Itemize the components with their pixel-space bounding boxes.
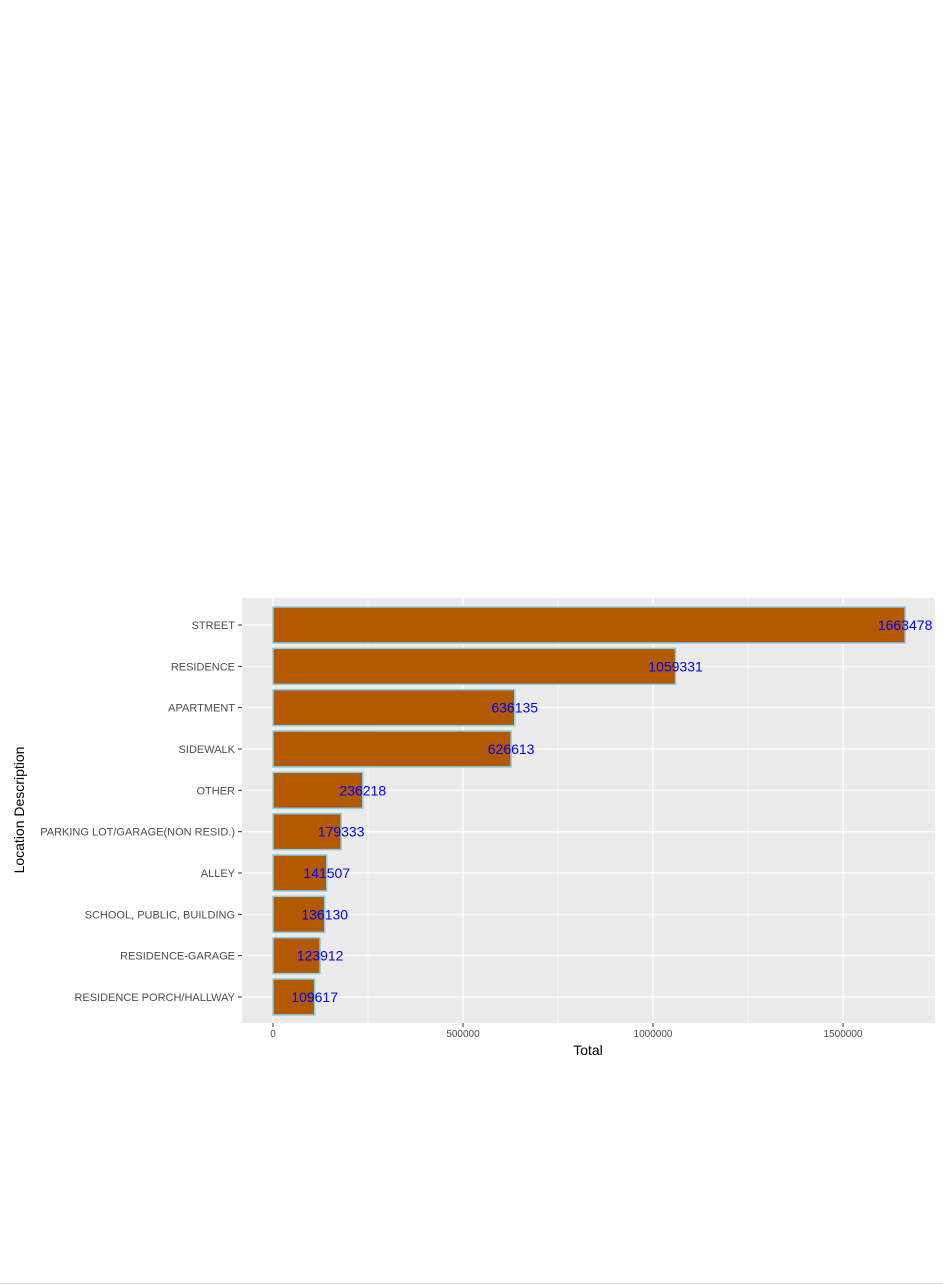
bar (272, 812, 342, 851)
x-axis: 0 500000 1000000 1500000 (270, 1023, 863, 1040)
bar-value-label: 123912 (297, 948, 344, 964)
bar (272, 606, 906, 644)
bar-value-label: 109617 (291, 989, 338, 1005)
y-tick-label: RESIDENCE (171, 661, 235, 673)
bar (272, 771, 364, 810)
x-tick-label: 1000000 (634, 1029, 673, 1040)
bar (272, 895, 326, 934)
y-tick-label: OTHER (197, 785, 236, 797)
x-tick-label: 1500000 (824, 1029, 863, 1040)
x-tick-label: 500000 (446, 1029, 480, 1040)
y-tick-label: SIDEWALK (179, 744, 236, 756)
x-tick-label: 0 (270, 1029, 276, 1040)
y-tick-label: APARTMENT (168, 703, 235, 715)
bar (272, 936, 321, 975)
x-axis-title: Total (573, 1042, 603, 1058)
y-tick-label: PARKING LOT/GARAGE(NON RESID.) (40, 827, 235, 839)
bar (272, 854, 328, 892)
bar-value-label: 636135 (491, 700, 538, 716)
bar (272, 730, 512, 768)
bar-value-label: 1663478 (878, 617, 933, 633)
bar-value-label: 179333 (318, 824, 365, 840)
page-bottom-border (0, 1283, 943, 1284)
bars-group (272, 606, 906, 1016)
y-axis-title: Location Description (11, 747, 27, 874)
y-tick-label: RESIDENCE PORCH/HALLWAY (74, 992, 235, 1004)
bar-value-label: 236218 (339, 782, 386, 798)
y-tick-label: STREET (192, 620, 236, 632)
y-tick-label: ALLEY (201, 868, 236, 880)
bar (272, 647, 677, 686)
bar-value-label: 626613 (488, 741, 535, 757)
y-tick-label: SCHOOL, PUBLIC, BUILDING (85, 909, 235, 921)
bar-value-label: 136130 (301, 906, 348, 922)
bar-value-label: 141507 (303, 865, 350, 881)
y-axis: STREET RESIDENCE APARTMENT SIDEWALK OTHER PAR… (40, 620, 242, 1004)
bar-value-label: 1059331 (648, 658, 703, 674)
bar (272, 978, 316, 1016)
bar (272, 688, 516, 727)
data-labels-group: 1663478 1059331 636135 626613 236218 179333 14… (291, 617, 932, 1005)
y-tick-label: RESIDENCE-GARAGE (120, 951, 235, 963)
